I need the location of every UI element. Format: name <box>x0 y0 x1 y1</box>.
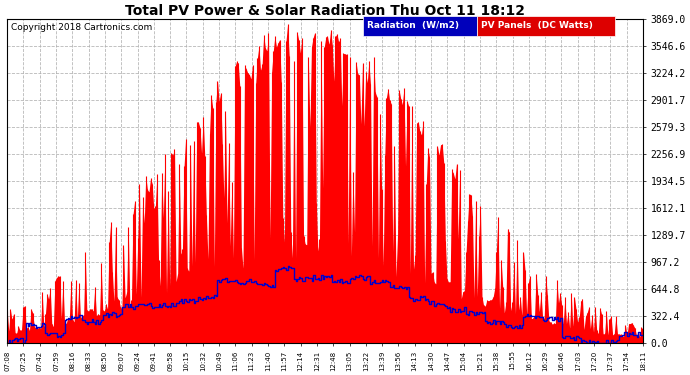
Title: Total PV Power & Solar Radiation Thu Oct 11 18:12: Total PV Power & Solar Radiation Thu Oct… <box>125 4 525 18</box>
Text: Copyright 2018 Cartronics.com: Copyright 2018 Cartronics.com <box>10 23 152 32</box>
Text: PV Panels  (DC Watts): PV Panels (DC Watts) <box>481 21 593 30</box>
Text: Radiation  (W/m2): Radiation (W/m2) <box>367 21 459 30</box>
